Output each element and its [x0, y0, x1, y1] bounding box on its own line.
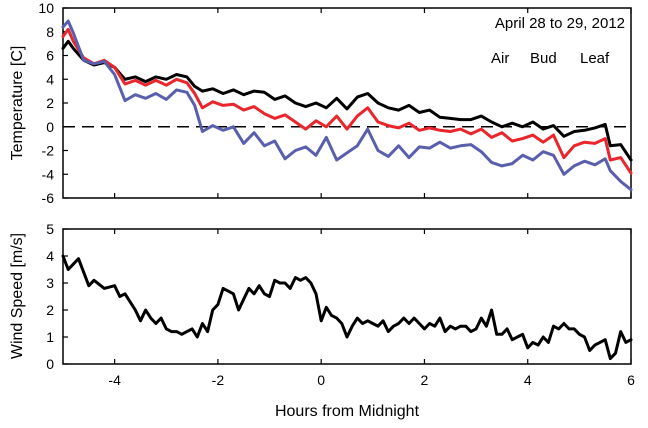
series-line-wind-speed [61, 254, 633, 361]
legend-air: Air [491, 50, 509, 67]
x-tick-label: -4 [108, 372, 121, 388]
wind-speed-panel: 0 1 2 3 4 5 -4 -2 0 2 4 6 Wind Speed [m/s] Hours fr… [9, 221, 635, 420]
series-line-air [61, 39, 633, 162]
chart-title: April 28 to 29, 2012 [495, 15, 625, 32]
x-tick-label: 6 [627, 372, 635, 388]
wind-plot-frame [62, 228, 632, 365]
wind-axis-ticks: 0 1 2 3 4 5 -4 -2 0 2 4 6 [46, 221, 635, 388]
y-tick-label: 5 [46, 221, 54, 237]
temperature-y-axis-label: Temperature [C] [9, 46, 26, 161]
y-tick-label: 6 [46, 48, 54, 64]
y-tick-label: -2 [42, 143, 55, 159]
temperature-axis-ticks: -6 -4 -2 0 2 4 6 8 10 [38, 0, 632, 206]
y-tick-label: -6 [42, 190, 55, 206]
y-tick-label: 4 [46, 71, 54, 87]
y-tick-label: 10 [38, 0, 54, 16]
y-tick-label: 2 [46, 302, 54, 318]
x-tick-label: 0 [317, 372, 325, 388]
y-tick-label: 1 [46, 329, 54, 345]
x-axis-label: Hours from Midnight [275, 403, 420, 420]
y-tick-label: -4 [42, 166, 55, 182]
x-tick-label: 2 [421, 372, 429, 388]
temperature-plot-frame [62, 7, 632, 199]
temperature-panel: -6 -4 -2 0 2 4 6 8 10 April 28 to 29, 2012 Air B… [9, 0, 633, 206]
x-tick-label: 4 [524, 372, 532, 388]
y-tick-label: 3 [46, 275, 54, 291]
y-tick-label: 8 [46, 24, 54, 40]
wind-speed-series [61, 254, 633, 361]
x-tick-label: -2 [212, 372, 225, 388]
y-tick-label: 4 [46, 248, 54, 264]
y-tick-label: 0 [46, 119, 54, 135]
y-tick-label: 0 [46, 356, 54, 372]
legend-bud: Bud [530, 50, 557, 67]
wind-y-axis-label: Wind Speed [m/s] [9, 233, 26, 359]
legend: Air Bud Leaf [491, 50, 610, 67]
legend-leaf: Leaf [580, 50, 610, 67]
y-tick-label: 2 [46, 95, 54, 111]
series-line-leaf [61, 19, 633, 192]
series-line-bud [61, 27, 633, 175]
temperature-series [61, 19, 633, 192]
